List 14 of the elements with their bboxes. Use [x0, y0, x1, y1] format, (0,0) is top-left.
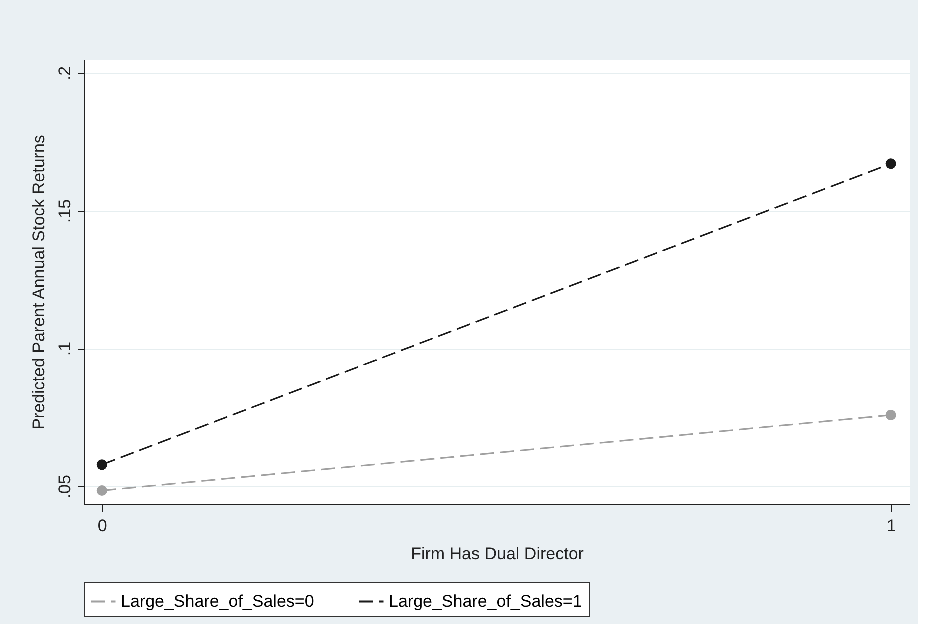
point: [96, 460, 108, 470]
legend-label: Large_Share_of_Sales=1: [389, 592, 582, 611]
y-axis-title: Predicted Parent Annual Stock Returns: [30, 135, 48, 430]
point: [886, 410, 896, 420]
x-axis-title: Firm Has Dual Director: [411, 544, 584, 564]
y-tick-label: .2: [56, 66, 74, 81]
x-tick-label: 0: [98, 516, 108, 536]
point: [886, 158, 896, 170]
y-tick-label: .05: [56, 475, 74, 499]
point: [96, 486, 108, 496]
x-tick-label: 1: [886, 516, 896, 536]
legend-label: Large_Share_of_Sales=0: [121, 592, 314, 611]
y-tick-label: .1: [56, 342, 74, 356]
y-tick-label: .15: [56, 199, 74, 224]
